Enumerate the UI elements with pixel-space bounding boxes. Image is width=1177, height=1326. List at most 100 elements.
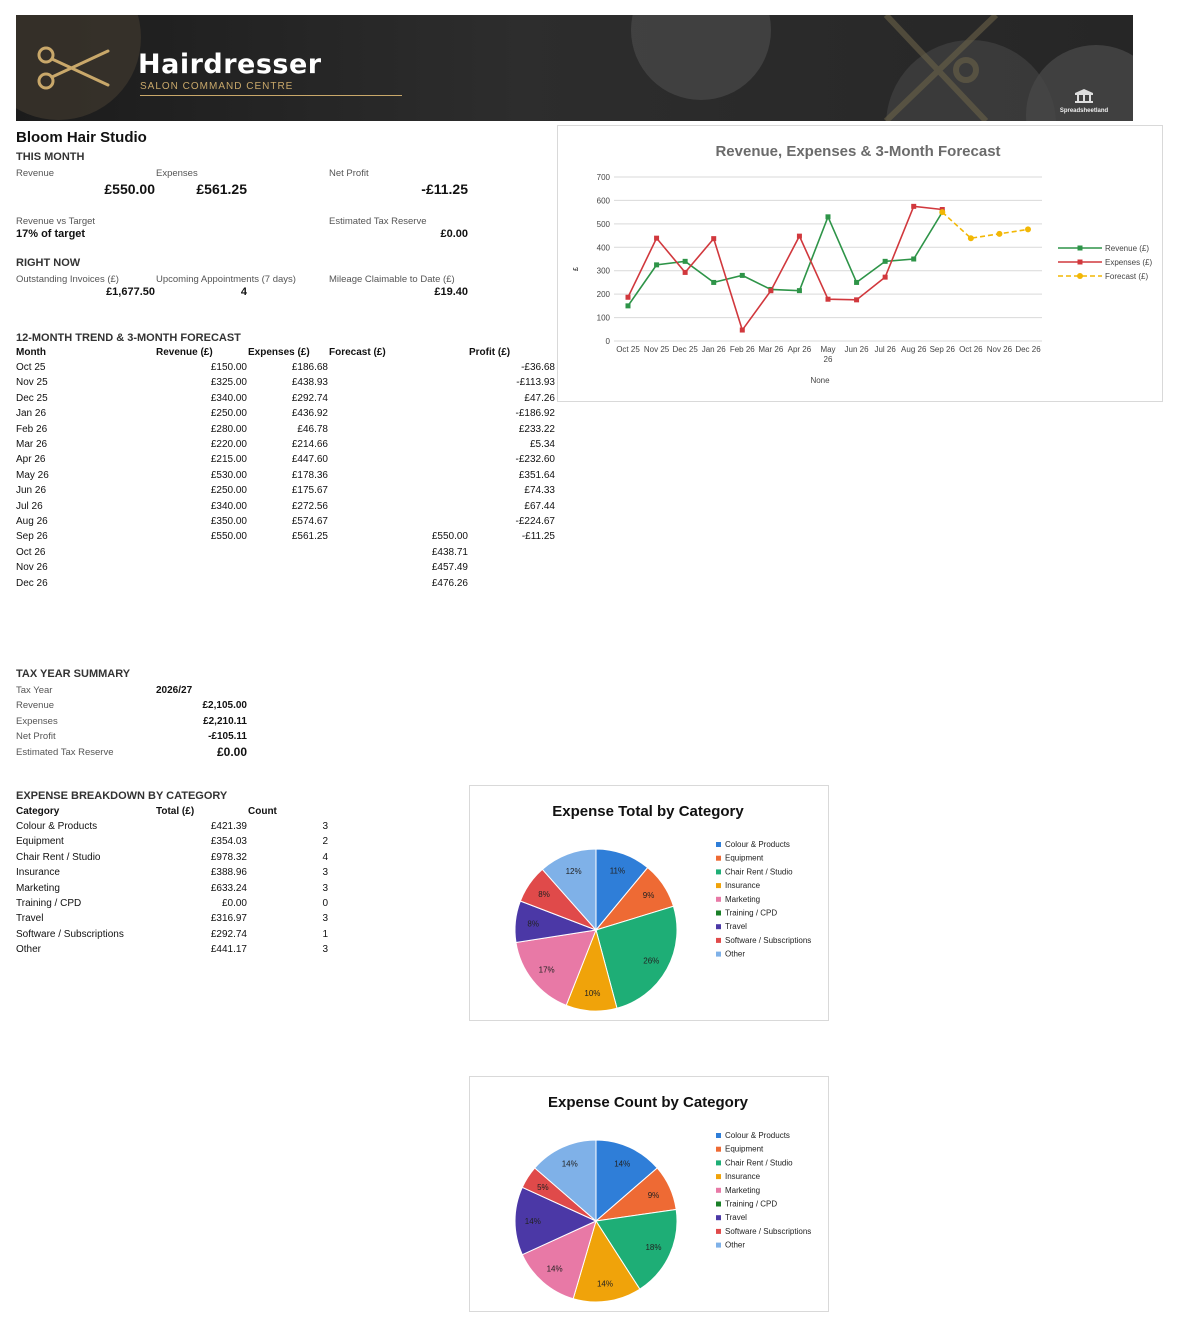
x-tick-label: Oct 26 — [959, 345, 983, 354]
trend-cell: Oct 26 — [16, 546, 46, 558]
banner-subtitle: SALON COMMAND CENTRE — [140, 81, 294, 92]
data-point — [682, 258, 688, 264]
trend-cell: £292.74 — [291, 392, 328, 404]
pie-chart-expense-total: Expense Total by Category 11% 9% 26% 10% 17% 8… — [514, 803, 811, 1012]
tax-year-label: Revenue — [16, 700, 55, 712]
trend-cell: £340.00 — [210, 500, 247, 512]
legend-label: Software / Subscriptions — [725, 936, 811, 945]
trend-cell: £351.64 — [518, 469, 555, 481]
tax-year-value: £0.00 — [216, 744, 247, 759]
trend-cell: £214.66 — [291, 439, 328, 450]
pie-data-label: 14% — [525, 1217, 541, 1226]
tax-year-value: £2,105.00 — [202, 700, 248, 712]
trend-cell: -£113.93 — [516, 377, 555, 389]
trend-cell: Aug 26 — [16, 516, 48, 527]
trend-cell: £46.78 — [297, 423, 328, 435]
x-axis-label: None — [810, 376, 830, 385]
tax-year-heading: TAX YEAR SUMMARY — [16, 668, 131, 680]
legend-label: Equipment — [725, 854, 764, 863]
y-tick-label: 500 — [597, 220, 611, 229]
mileage-label: Mileage Claimable to Date (£) — [329, 274, 455, 285]
appointments-label: Upcoming Appointments (7 days) — [156, 274, 296, 285]
legend-label: Expenses (£) — [1105, 258, 1152, 267]
pie-data-label: 8% — [538, 890, 550, 899]
expenses-label: Expenses — [156, 168, 198, 179]
trend-cell: Dec 25 — [16, 392, 48, 404]
data-point — [654, 235, 660, 241]
data-point — [768, 288, 774, 294]
tax-year-value: -£105.11 — [208, 731, 247, 743]
trend-cell: Sep 26 — [16, 531, 48, 543]
legend-label: Software / Subscriptions — [725, 1227, 811, 1236]
pie-data-label: 9% — [643, 891, 655, 900]
trend-cell: May 26 — [16, 469, 49, 481]
pie-slice — [515, 929, 597, 1006]
revenue-label: Revenue — [16, 168, 55, 179]
expense-count-cell: 0 — [322, 898, 328, 909]
pie-slice — [595, 1208, 678, 1290]
data-point — [654, 262, 660, 268]
trend-cell: £530.00 — [210, 469, 247, 481]
expense-category-cell: Software / Subscriptions — [16, 928, 124, 940]
expense-count-cell: 2 — [322, 836, 328, 848]
trend-cell: £350.00 — [210, 516, 247, 527]
pie-data-label: 8% — [527, 919, 539, 928]
pie-slice — [514, 1186, 598, 1256]
pie-chart-count-panel[interactable]: Expense Count by Category 14% 9% 18% 14% 14% 1… — [469, 1076, 829, 1312]
pie-data-label: 18% — [645, 1243, 661, 1252]
expense-count-cell: 3 — [322, 882, 328, 894]
legend-swatch — [716, 842, 721, 847]
legend-label: Training / CPD — [725, 1200, 777, 1209]
trend-heading: 12-MONTH TREND & 3-MONTH FORECAST — [16, 332, 241, 344]
legend-swatch — [716, 1215, 721, 1221]
trend-cell: £340.00 — [210, 392, 247, 404]
trend-cell: £186.68 — [291, 362, 328, 373]
x-tick-label: Mar 26 — [758, 345, 783, 354]
invoices-value: £1,677.50 — [106, 286, 155, 298]
expense-header-cell: Total (£) — [156, 806, 195, 817]
data-point — [796, 233, 802, 239]
building-icon — [1075, 89, 1093, 103]
x-tick-label: Aug 26 — [901, 345, 927, 354]
expenses-value: £561.25 — [196, 181, 247, 197]
trend-cell: £561.25 — [291, 531, 328, 543]
data-point — [996, 230, 1003, 237]
y-tick-label: 0 — [606, 337, 611, 346]
expense-count-cell: 1 — [322, 928, 328, 940]
legend-swatch — [716, 883, 721, 889]
pie-slice — [534, 1139, 597, 1223]
expense-total-cell: £421.39 — [210, 821, 247, 832]
data-point — [739, 272, 745, 278]
expense-category-cell: Chair Rent / Studio — [16, 851, 101, 863]
target-label: Revenue vs Target — [16, 216, 96, 227]
trend-cell: Nov 25 — [16, 377, 48, 389]
data-point — [967, 235, 974, 242]
net-profit-value: -£11.25 — [421, 181, 468, 197]
legend-swatch — [716, 937, 721, 943]
legend-label: Marketing — [725, 1186, 760, 1195]
legend-label: Other — [725, 950, 745, 959]
data-point — [625, 303, 631, 309]
trend-cell: £438.93 — [291, 377, 328, 389]
data-point — [854, 279, 860, 285]
line-chart-panel[interactable]: Revenue, Expenses & 3-Month Forecast 0 100… — [557, 125, 1163, 402]
trend-cell: £5.34 — [529, 439, 555, 450]
tax-year-value: £2,210.11 — [203, 715, 247, 727]
pie-data-label: 10% — [584, 989, 600, 998]
x-tick-label: Jan 26 — [702, 345, 727, 354]
revenue-value: £550.00 — [104, 181, 155, 197]
tax-year-value: 2026/27 — [156, 685, 193, 696]
trend-cell: £447.60 — [291, 454, 328, 466]
legend-label: Chair Rent / Studio — [725, 867, 793, 876]
expense-category-cell: Training / CPD — [16, 898, 82, 909]
legend-swatch — [716, 1160, 721, 1166]
trend-header-cell: Forecast (£) — [329, 347, 386, 358]
expense-count-cell: 3 — [322, 944, 328, 956]
series-line — [627, 205, 943, 332]
series-line — [627, 211, 943, 307]
x-tick-label: Oct 25 — [616, 345, 640, 354]
trend-cell: £175.67 — [291, 485, 328, 497]
header-banner: Hairdresser SALON COMMAND CENTRE Spreads… — [16, 15, 1133, 121]
legend-swatch — [716, 896, 721, 902]
pie-chart-total-panel[interactable]: Expense Total by Category 11% 9% 26% 10% 17% 8… — [469, 785, 829, 1021]
